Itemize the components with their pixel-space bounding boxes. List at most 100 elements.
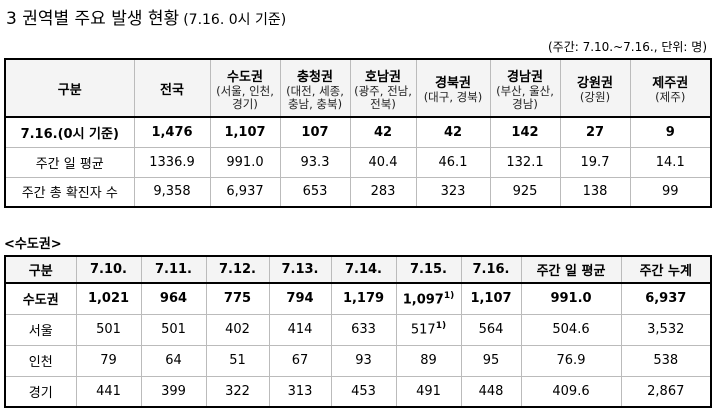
header-sub: (광주, 전남, 전북) — [354, 83, 412, 111]
value-cell: 1,476 — [133, 116, 210, 148]
value-cell: 64 — [140, 345, 206, 377]
value-cell: 3,532 — [620, 314, 712, 346]
header-name: 충청권 — [297, 69, 333, 85]
value-cell: 491 — [395, 376, 461, 408]
value-cell: 42 — [349, 116, 416, 148]
row-label: 수도권 — [4, 282, 76, 315]
header-cell: 수도권 (서울, 인천, 경기) — [209, 58, 280, 118]
header-row: 구분 7.10. 7.11. 7.12. 7.13. 7.14. 7.15. 7.16. 주간 … — [4, 255, 712, 284]
header-cell: 호남권 (광주, 전남, 전북) — [349, 58, 416, 118]
value-cell: 414 — [268, 314, 331, 346]
value-cell: 89 — [395, 345, 461, 377]
regional-table: 구분 전국 수도권 (서울, 인천, 경기) 충청권 (대전, 세종, 충남, 충북) 호남… — [4, 58, 712, 208]
value-cell: 6,937 — [620, 282, 712, 315]
value-cell: 1,107 — [209, 116, 280, 148]
header-cell: 구분 — [4, 255, 76, 284]
value-cell: 67 — [268, 345, 331, 377]
header-cell: 7.16. — [460, 255, 521, 284]
section-label: <수도권> — [4, 237, 62, 252]
header-sub: (서울, 인천, 경기) — [216, 83, 274, 111]
header-cell: 주간 일 평균 — [520, 255, 621, 284]
value-cell: 925 — [489, 177, 560, 208]
value-cell: 46.1 — [415, 147, 490, 178]
header-cell: 충청권 (대전, 세종, 충남, 충북) — [279, 58, 350, 118]
value-cell: 99 — [629, 177, 712, 208]
header-sub: (대전, 세종, 충남, 충북) — [286, 83, 344, 111]
header-name: 경북권 — [435, 76, 471, 91]
value-cell: 1,107 — [460, 282, 521, 315]
value-cell: 399 — [140, 376, 206, 408]
header-name: 전국 — [160, 82, 184, 98]
value-cell: 27 — [559, 116, 630, 148]
value-cell: 653 — [279, 177, 350, 208]
value-cell: 402 — [205, 314, 269, 346]
cell-text: 1,097 — [402, 291, 444, 307]
value-cell: 95 — [460, 345, 521, 377]
value-cell: 964 — [140, 282, 206, 315]
value-cell: 504.6 — [520, 314, 621, 346]
value-cell: 142 — [489, 116, 560, 148]
data-row: 주간 일 평균 1336.9 991.0 93.3 40.4 46.1 132.1 19.7 1… — [4, 147, 712, 178]
value-cell: 323 — [415, 177, 490, 208]
header-name: 강원권 — [577, 76, 613, 91]
value-cell: 633 — [330, 314, 396, 346]
cell-text: 517 — [410, 322, 436, 338]
header-cell: 전국 — [133, 58, 210, 118]
row-label: 7.16.(0시 기준) — [4, 116, 134, 148]
header-row: 구분 전국 수도권 (서울, 인천, 경기) 충청권 (대전, 세종, 충남, 충북) 호남… — [4, 58, 712, 118]
header-cell: 7.12. — [205, 255, 269, 284]
value-cell: 991.0 — [209, 147, 280, 178]
value-cell: 453 — [330, 376, 396, 408]
row-label: 주간 일 평균 — [4, 147, 134, 178]
row-label: 주간 총 확진자 수 — [4, 177, 134, 208]
value-cell: 441 — [75, 376, 141, 408]
header-cell: 7.14. — [330, 255, 396, 284]
value-cell: 5171) — [395, 314, 461, 346]
header-cell: 제주권 (제주) — [629, 58, 712, 118]
value-cell: 6,937 — [209, 177, 280, 208]
footnote-mark: 1) — [435, 321, 447, 332]
value-cell: 9 — [629, 116, 712, 148]
value-cell: 93 — [330, 345, 396, 377]
value-cell: 775 — [205, 282, 269, 315]
header-cell: 7.11. — [140, 255, 206, 284]
value-cell: 9,358 — [133, 177, 210, 208]
value-cell: 1,021 — [75, 282, 141, 315]
header-sub: (부산, 울산, 경남) — [496, 83, 554, 111]
value-cell: 322 — [205, 376, 269, 408]
value-cell: 538 — [620, 345, 712, 377]
footnote-mark: 1) — [443, 290, 455, 301]
header-name: 구분 — [57, 82, 82, 98]
header-cell: 7.13. — [268, 255, 331, 284]
title: 3 권역별 주요 발생 현황 (7.16. 0시 기준) — [6, 4, 286, 29]
value-cell: 1336.9 — [133, 147, 210, 178]
value-cell: 79 — [75, 345, 141, 377]
value-cell: 564 — [460, 314, 521, 346]
data-row: 인천 79 64 51 67 93 89 95 76.9 538 — [4, 345, 712, 377]
data-row: 7.16.(0시 기준) 1,476 1,107 107 42 42 142 27 9 — [4, 116, 712, 148]
value-cell: 40.4 — [349, 147, 416, 178]
row-label: 서울 — [4, 314, 76, 346]
value-cell: 51 — [205, 345, 269, 377]
header-name: 수도권 — [227, 69, 263, 85]
value-cell: 93.3 — [279, 147, 350, 178]
value-cell: 313 — [268, 376, 331, 408]
value-cell: 14.1 — [629, 147, 712, 178]
value-cell: 19.7 — [559, 147, 630, 178]
capital-table: 구분 7.10. 7.11. 7.12. 7.13. 7.14. 7.15. 7.16. 주간 … — [4, 255, 712, 408]
value-cell: 132.1 — [489, 147, 560, 178]
data-row: 경기 441 399 322 313 453 491 448 409.6 2,867 — [4, 376, 712, 408]
value-cell: 138 — [559, 177, 630, 208]
value-cell: 991.0 — [520, 282, 621, 315]
data-row: 주간 총 확진자 수 9,358 6,937 653 283 323 925 138 99 — [4, 177, 712, 208]
header-cell: 구분 — [4, 58, 134, 118]
value-cell: 76.9 — [520, 345, 621, 377]
value-cell: 501 — [75, 314, 141, 346]
header-name: 호남권 — [365, 69, 401, 85]
value-cell: 448 — [460, 376, 521, 408]
value-cell: 409.6 — [520, 376, 621, 408]
value-cell: 794 — [268, 282, 331, 315]
header-cell: 경북권 (대구, 경북) — [415, 58, 490, 118]
row-label: 인천 — [4, 345, 76, 377]
header-sub: (제주) — [655, 90, 686, 104]
